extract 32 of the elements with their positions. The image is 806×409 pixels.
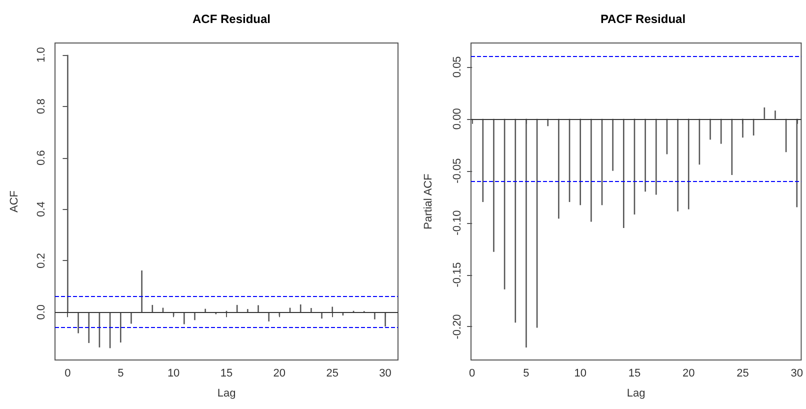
x-tick-label: 30 [790, 368, 804, 380]
x-tick-label: 20 [682, 368, 695, 380]
x-tick-label: 20 [273, 368, 286, 380]
x-tick-label: 0 [469, 368, 476, 380]
x-tick-label: 0 [64, 368, 71, 380]
y-tick-label: -0.10 [452, 210, 464, 236]
y-tick-label: -0.20 [452, 314, 464, 340]
x-axis-title: Lag [217, 388, 236, 400]
x-tick-label: 25 [326, 368, 338, 380]
y-axis-title: ACF [8, 190, 20, 212]
x-tick-label: 15 [220, 368, 233, 380]
y-tick-label: 0.00 [452, 108, 464, 130]
x-tick-label: 5 [523, 368, 530, 380]
y-tick-label: 0.4 [36, 202, 48, 217]
x-tick-label: 10 [167, 368, 180, 380]
y-axis-title: Partial ACF [422, 173, 434, 230]
chart-title: ACF Residual [192, 12, 271, 26]
x-tick-label: 25 [736, 368, 749, 380]
y-tick-label: 0.8 [36, 98, 48, 114]
chart-title: PACF Residual [600, 12, 686, 26]
y-tick-label: 0.6 [36, 150, 48, 166]
y-tick-label: 1.0 [36, 47, 48, 62]
y-tick-label: 0.0 [36, 304, 48, 320]
x-tick-label: 10 [574, 368, 586, 380]
y-tick-label: -0.15 [452, 262, 464, 288]
y-tick-label: -0.05 [452, 158, 464, 184]
x-tick-label: 5 [118, 368, 124, 380]
x-tick-label: 30 [379, 368, 392, 380]
x-axis-title: Lag [626, 388, 646, 400]
y-tick-label: 0.05 [452, 56, 464, 78]
y-tick-label: 0.2 [36, 253, 48, 268]
x-tick-label: 15 [628, 368, 641, 380]
